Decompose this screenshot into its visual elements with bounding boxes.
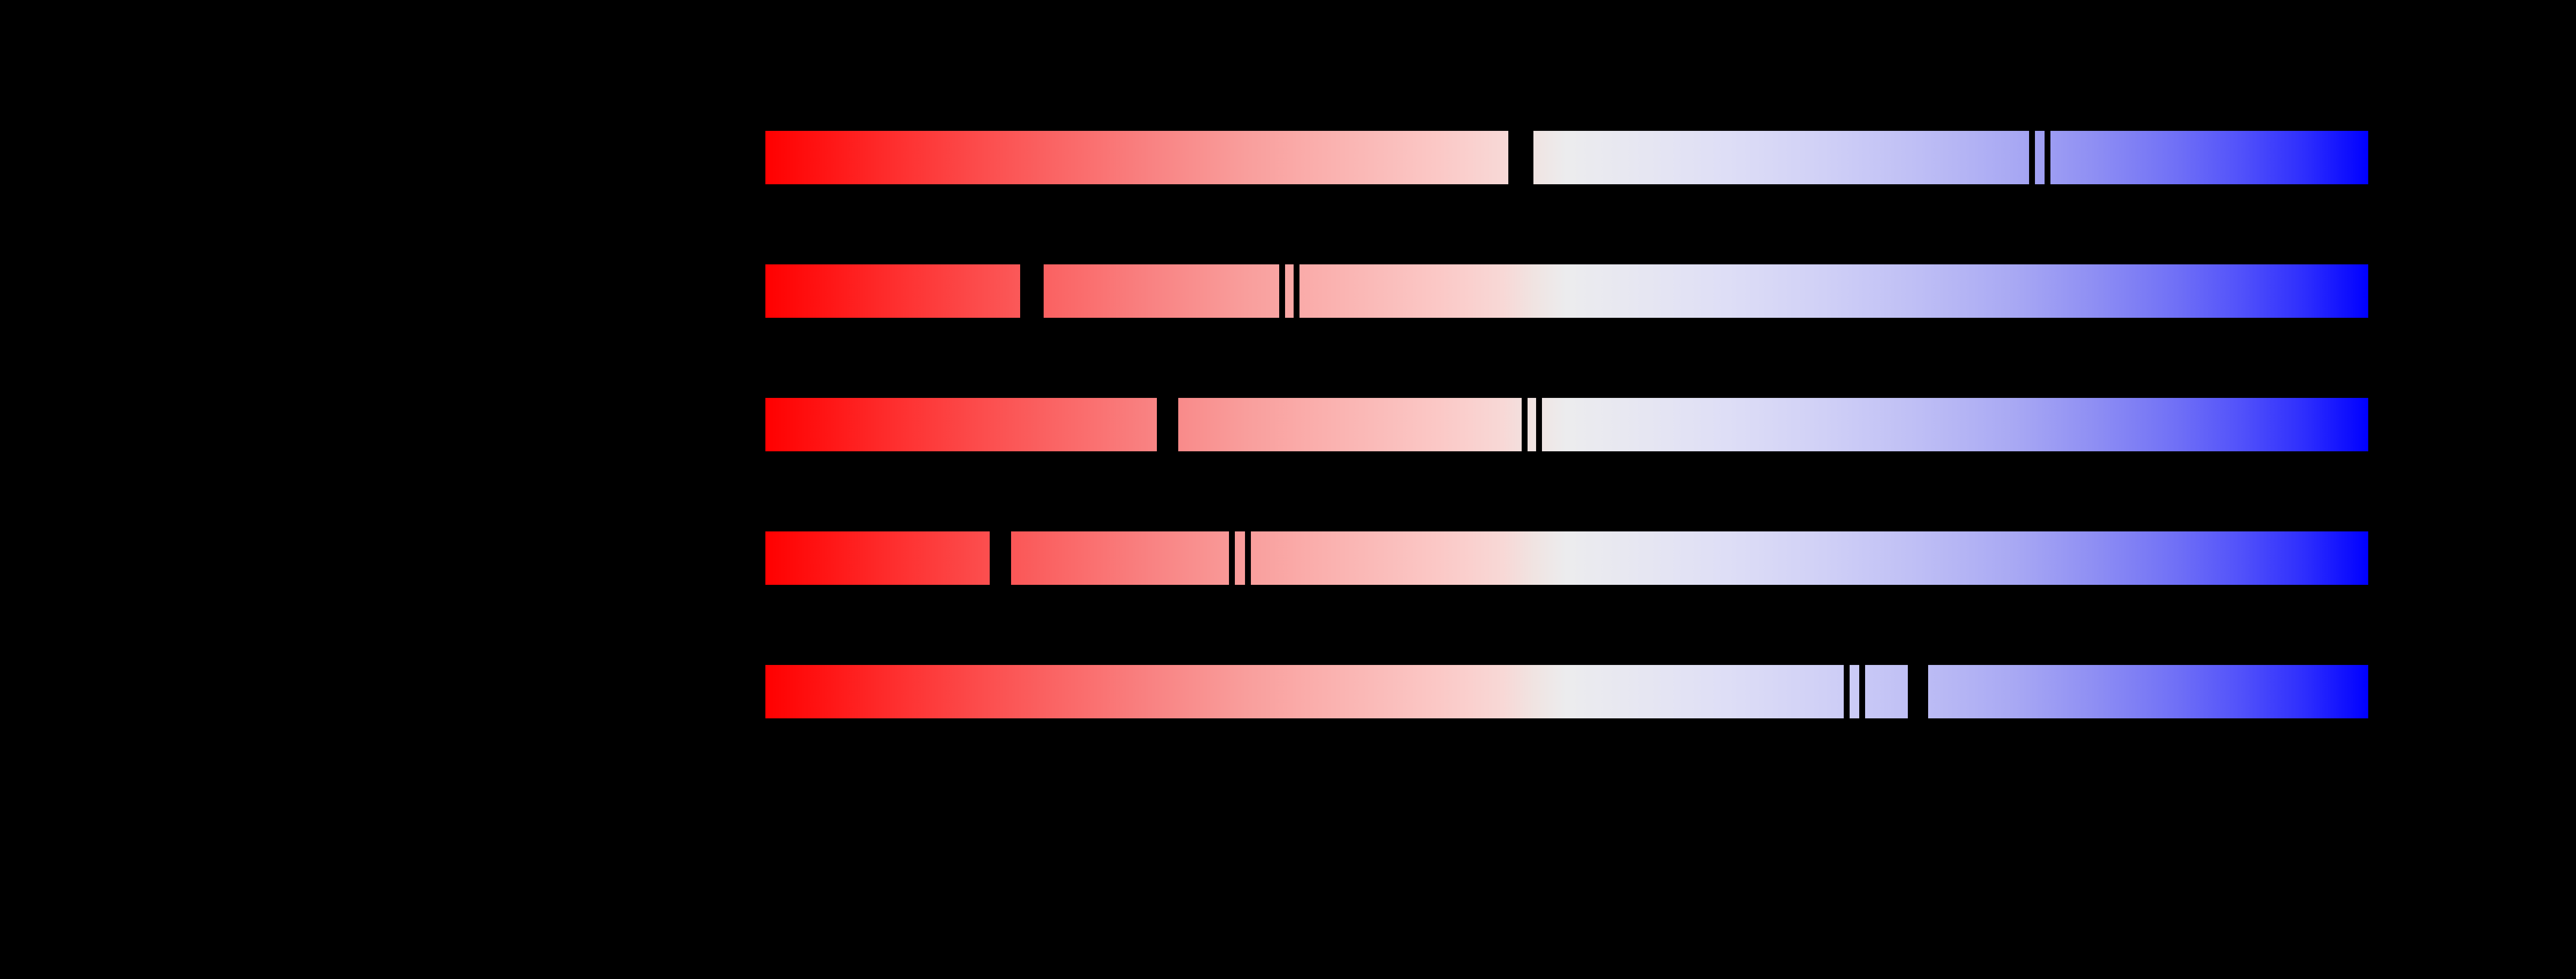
estimate-tick-1 — [1229, 531, 1235, 585]
gradient-bar-3 — [765, 397, 2368, 452]
break-gap — [1020, 264, 1044, 318]
gradient-bar-2 — [765, 264, 2368, 318]
break-gap — [1157, 397, 1178, 452]
estimate-tick-2 — [1859, 664, 1865, 719]
gradient-bar-4 — [765, 531, 2368, 585]
estimate-tick-1 — [1279, 264, 1285, 318]
estimate-tick-1 — [2029, 130, 2035, 185]
estimate-tick-2 — [2045, 130, 2050, 185]
break-gap — [1508, 130, 1533, 185]
break-gap — [1908, 664, 1928, 719]
break-gap — [990, 531, 1011, 585]
estimate-tick-1 — [1522, 397, 1528, 452]
estimate-tick-2 — [1245, 531, 1251, 585]
estimate-tick-1 — [1844, 664, 1850, 719]
estimate-tick-2 — [1294, 264, 1299, 318]
gradient-bar-1 — [765, 130, 2368, 185]
gradient-bar-5 — [765, 664, 2368, 719]
estimate-tick-2 — [1536, 397, 1542, 452]
